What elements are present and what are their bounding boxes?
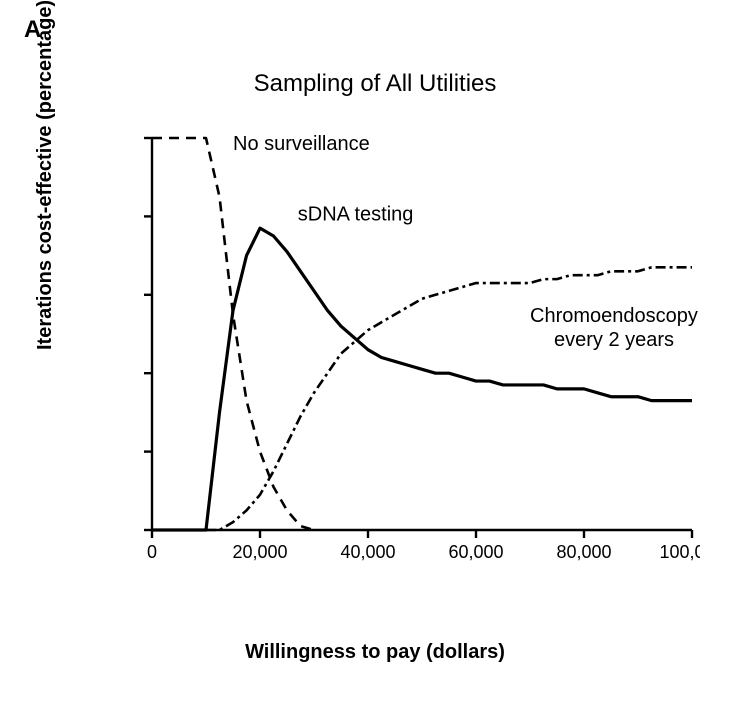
xtick-label: 80,000 xyxy=(556,542,611,562)
series-sdna-testing xyxy=(152,228,692,530)
chart-svg: 020406080100020,00040,00060,00080,000100… xyxy=(140,130,700,570)
xtick-label: 20,000 xyxy=(232,542,287,562)
series-label: every 2 years xyxy=(554,329,674,351)
xtick-label: 40,000 xyxy=(340,542,395,562)
series-label: sDNA testing xyxy=(298,203,414,225)
x-axis-label: Willingness to pay (dollars) xyxy=(0,641,750,664)
series-no-surveillance xyxy=(152,138,314,530)
chart-title: Sampling of All Utilities xyxy=(0,70,750,98)
xtick-label: 60,000 xyxy=(448,542,503,562)
xtick-label: 100,000 xyxy=(659,542,700,562)
y-axis-label: Iterations cost-effective (percentage) xyxy=(34,0,57,350)
series-label: Chromoendoscopy xyxy=(530,305,698,327)
series-label: No surveillance xyxy=(233,133,370,155)
chart-plot: 020406080100020,00040,00060,00080,000100… xyxy=(140,130,700,570)
xtick-label: 0 xyxy=(147,542,157,562)
